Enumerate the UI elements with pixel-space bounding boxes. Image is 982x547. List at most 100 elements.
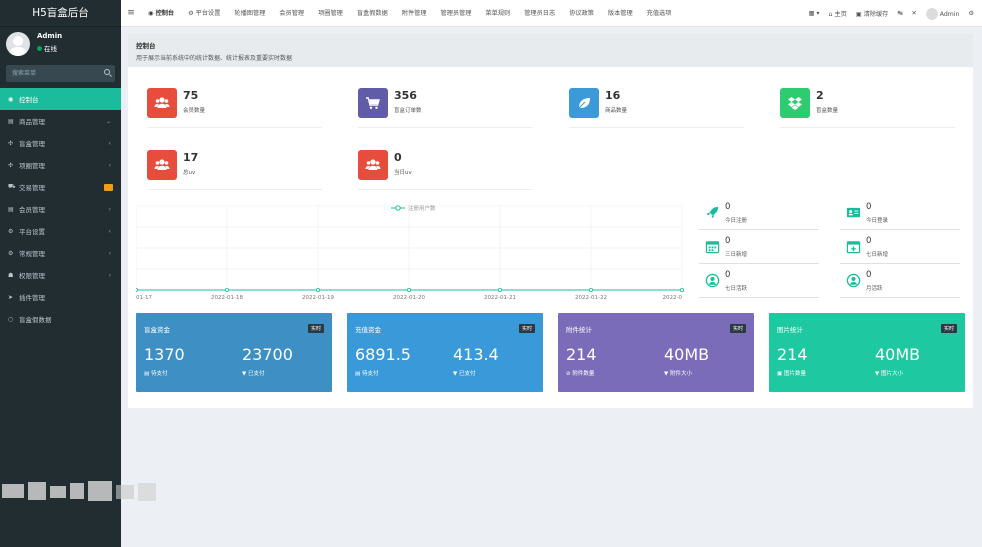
mini-stat-today-register: 0 今日注册 bbox=[699, 200, 819, 230]
legend-label: 注册用户数 bbox=[408, 204, 436, 212]
tab-carousel[interactable]: 轮播图管理 bbox=[234, 9, 266, 17]
sidebar-item-products[interactable]: ▤ 商品管理 ⌄ bbox=[0, 110, 121, 132]
user-status: 在线 bbox=[37, 43, 57, 53]
tab-collars[interactable]: 项圈管理 bbox=[318, 9, 343, 17]
stat-label: 商品数量 bbox=[605, 108, 628, 114]
clear-cache-label: 清除缓存 bbox=[863, 11, 889, 18]
users-icon: ▤ bbox=[8, 205, 14, 213]
sidebar-item-platform[interactable]: ⚙ 平台设置 ‹ bbox=[0, 220, 121, 242]
sidebar-item-dashboard[interactable]: ◉ 控制台 bbox=[0, 88, 121, 110]
rocket-icon: ➤ bbox=[8, 293, 14, 301]
chevron-left-icon: ‹ bbox=[108, 139, 111, 147]
card-attachment-stats: 附件统计 实时 214 40MB ⊘ 附件数量 ▼ 附件大小 bbox=[558, 313, 754, 392]
card-value-count: 214 bbox=[777, 345, 808, 364]
mini-stat-value: 0 bbox=[866, 202, 872, 212]
avatar[interactable] bbox=[6, 32, 30, 56]
sidebar-item-general[interactable]: ⚙ 常规管理 ‹ bbox=[0, 242, 121, 264]
mini-stat-three-day-new: 0 三日新增 bbox=[699, 234, 819, 264]
card-value-size: 40MB bbox=[875, 345, 921, 364]
home-icon: ⌂ bbox=[828, 11, 835, 18]
tab-admins[interactable]: 管理员管理 bbox=[440, 9, 472, 17]
user-status-text: 在线 bbox=[44, 45, 57, 53]
rocket-icon bbox=[706, 206, 719, 219]
card-box-funds: 盲盒资金 实时 1370 23700 ▤ 待支付 ▼ 已支付 bbox=[136, 313, 332, 392]
fullscreen-icon[interactable]: ✕ bbox=[911, 10, 917, 17]
sidebar-item-trades[interactable]: ⛟ 交易管理 bbox=[0, 176, 121, 198]
card-label-count: ▣ 图片数量 bbox=[777, 369, 806, 377]
tab-versions[interactable]: 版本管理 bbox=[607, 9, 633, 17]
sidebar: H5盲盒后台 Admin 在线 ◉ 控制台 ▤ 商品管理 ⌄ ✣ 盲盒管理 ‹ ✣ 项圈管理… bbox=[0, 0, 156, 547]
new-badge bbox=[104, 183, 113, 191]
sidebar-item-members[interactable]: ▤ 会员管理 ‹ bbox=[0, 198, 121, 220]
brand-logo[interactable]: H5盲盒后台 bbox=[0, 0, 121, 27]
sidebar-item-collars[interactable]: ✣ 项圈管理 ‹ bbox=[0, 154, 121, 176]
sidebar-item-permissions[interactable]: ☗ 权限管理 ‹ bbox=[0, 264, 121, 286]
mini-stat-value: 0 bbox=[725, 202, 731, 212]
tab-menu-rules[interactable]: 菜单规则 bbox=[485, 9, 511, 17]
tab-dashboard[interactable]: ◉ 控制台 bbox=[141, 0, 181, 27]
cog-icon: ⚙ bbox=[188, 9, 196, 17]
data-point bbox=[588, 288, 593, 293]
clear-cache-button[interactable]: ▣ 清除缓存 bbox=[856, 9, 889, 18]
home-link[interactable]: ⌂ 主页 bbox=[829, 9, 847, 18]
data-point bbox=[225, 288, 230, 293]
stat-boxes: 2 盲盒数量 bbox=[780, 88, 955, 128]
card-label-text: 已支付 bbox=[247, 371, 265, 377]
grid-menu-icon[interactable]: ▦ ▾ bbox=[808, 10, 820, 17]
users-icon bbox=[147, 150, 177, 180]
mini-stat-label: 三日新增 bbox=[725, 252, 748, 258]
menu-toggle-icon[interactable]: ≡ bbox=[127, 8, 135, 18]
tab-fake-data[interactable]: 盲盒假数据 bbox=[356, 9, 388, 17]
chevron-left-icon: ‹ bbox=[108, 227, 111, 235]
dashboard-panel: 75 会员数量 356 盲盒订单数 16 商品数量 2 盲盒数量 17 总uv … bbox=[128, 67, 973, 408]
stat-total-uv: 17 总uv bbox=[147, 150, 322, 190]
card-label-text: 附件数量 bbox=[572, 371, 595, 377]
realtime-badge: 实时 bbox=[729, 324, 746, 333]
card-label-text: 图片大小 bbox=[880, 371, 903, 377]
tab-recharge[interactable]: 充值选项 bbox=[646, 9, 672, 17]
translate-icon[interactable]: ↹ bbox=[897, 10, 903, 17]
sidebar-item-boxes[interactable]: ✣ 盲盒管理 ‹ bbox=[0, 132, 121, 154]
search-icon[interactable] bbox=[104, 69, 110, 75]
tab-platform-settings[interactable]: ⚙ 平台设置 bbox=[181, 0, 227, 27]
card-title: 盲盒资金 bbox=[144, 326, 170, 334]
card-label-text: 已支付 bbox=[458, 371, 476, 377]
tab-policies[interactable]: 协议政策 bbox=[569, 9, 594, 17]
mini-stat-value: 0 bbox=[866, 236, 872, 246]
registration-line-chart: 注册用户数 01-17 2022-01-18 2022-01-19 2022-01-20… bbox=[136, 204, 684, 301]
sidebar-item-fake-data[interactable]: ○ 盲盒假数据 bbox=[0, 308, 121, 330]
tab-attachments[interactable]: 附件管理 bbox=[401, 9, 427, 17]
chevron-left-icon: ‹ bbox=[108, 271, 111, 279]
x-tick-label: 2022-0 bbox=[663, 295, 683, 301]
data-point bbox=[136, 288, 138, 292]
sidebar-item-label: 商品管理 bbox=[19, 118, 45, 126]
filter-icon: ▼ bbox=[875, 371, 881, 377]
stat-today-uv: 0 当日uv bbox=[358, 150, 533, 190]
admin-menu[interactable]: Admin bbox=[925, 7, 959, 20]
stat-label: 总uv bbox=[183, 170, 196, 176]
x-tick-label: 2022-01-21 bbox=[484, 295, 516, 301]
card-label-text: 待支付 bbox=[150, 371, 168, 377]
search-input[interactable] bbox=[6, 65, 115, 82]
card-value-size: 40MB bbox=[664, 345, 710, 364]
sidebar-item-label: 项圈管理 bbox=[19, 162, 45, 170]
tab-label: 平台设置 bbox=[195, 9, 221, 17]
tab-admin-log[interactable]: 管理员日志 bbox=[524, 9, 556, 17]
x-tick-label: 2022-01-18 bbox=[211, 295, 243, 301]
mini-stat-label: 七日新增 bbox=[866, 252, 889, 258]
tab-members[interactable]: 会员管理 bbox=[279, 9, 305, 17]
list-icon: ▤ bbox=[8, 117, 14, 125]
card-title: 图片统计 bbox=[777, 326, 803, 334]
settings-icon[interactable]: ⚙ bbox=[968, 10, 974, 17]
sidebar-item-plugins[interactable]: ➤ 插件管理 bbox=[0, 286, 121, 308]
chevron-left-icon: ‹ bbox=[108, 249, 111, 257]
users-icon bbox=[147, 88, 177, 118]
mini-stat-today-login: 0 今日登录 bbox=[840, 200, 960, 230]
dashboard-icon: ◉ bbox=[148, 9, 156, 17]
avatar bbox=[925, 7, 938, 20]
card-label-pending: ▤ 待支付 bbox=[355, 369, 378, 377]
mini-stat-value: 0 bbox=[866, 270, 872, 280]
user-panel: Admin 在线 bbox=[0, 27, 121, 63]
data-point bbox=[315, 288, 320, 293]
stat-members: 75 会员数量 bbox=[147, 88, 322, 128]
